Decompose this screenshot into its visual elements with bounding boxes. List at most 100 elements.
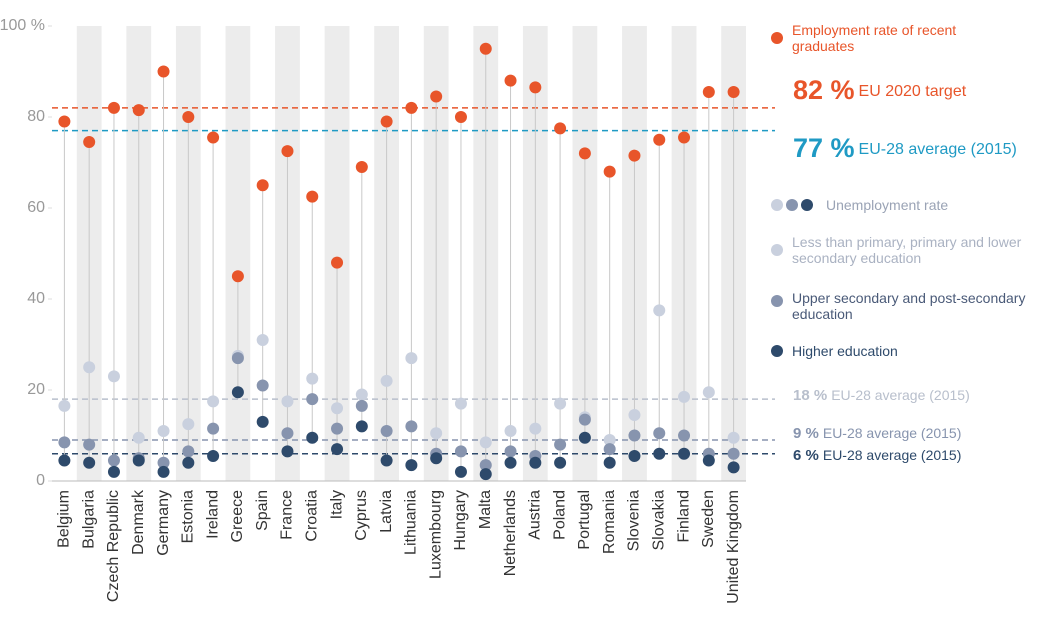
dot <box>430 90 443 103</box>
x-tick-label: Estonia <box>180 490 197 543</box>
x-tick-label: Sweden <box>700 490 717 548</box>
x-tick-label: Italy <box>328 490 345 519</box>
legend-dot <box>801 199 813 211</box>
dot <box>231 352 244 365</box>
dot <box>281 395 294 408</box>
x-tick-label: Denmark <box>130 489 147 555</box>
legend-mid: Upper secondary and post-secondary educa… <box>792 290 1026 322</box>
dot <box>653 133 666 146</box>
x-tick-label: France <box>279 490 296 540</box>
dot <box>554 397 567 410</box>
dot <box>107 370 120 383</box>
dot <box>355 420 368 433</box>
dot <box>58 399 71 412</box>
dot <box>554 122 567 135</box>
dot <box>628 429 641 442</box>
dot <box>157 65 170 78</box>
dot <box>83 438 96 451</box>
x-tick-label: Hungary <box>452 490 469 550</box>
x-tick-label: Finland <box>675 490 692 542</box>
x-tick-label: Spain <box>254 490 271 531</box>
reference-label: 77 % EU-28 average (2015) <box>793 133 1017 163</box>
dot <box>207 449 220 462</box>
dot <box>58 115 71 128</box>
y-tick-label: 40 <box>27 290 45 307</box>
dot <box>504 424 517 437</box>
dot <box>454 445 467 458</box>
dot <box>702 85 715 98</box>
y-tick-label: 80 <box>27 108 45 125</box>
legend-dot <box>771 199 783 211</box>
reference-value: 9 % <box>793 425 819 442</box>
legend-dot <box>771 295 783 307</box>
x-tick-label: Luxembourg <box>427 490 444 579</box>
dot <box>603 456 616 469</box>
dot <box>504 456 517 469</box>
dot <box>182 111 195 123</box>
dot <box>479 436 492 449</box>
dot <box>405 459 418 472</box>
dot <box>554 438 567 451</box>
dot <box>281 445 294 458</box>
x-tick-label: Netherlands <box>502 490 519 576</box>
reference-label: 82 % EU 2020 target <box>793 75 967 105</box>
dot <box>628 449 641 462</box>
x-tick-label: Lithuania <box>403 490 420 555</box>
dot <box>454 397 467 410</box>
dot <box>603 165 616 178</box>
reference-text: EU-28 average (2015) <box>823 447 962 463</box>
dot <box>727 85 740 98</box>
dot <box>702 454 715 467</box>
dot <box>355 388 368 401</box>
dot <box>678 429 691 442</box>
x-tick-label: United Kingdom <box>725 490 742 604</box>
dot <box>405 101 418 114</box>
x-tick-label: Germany <box>155 490 172 556</box>
x-tick-label: Ireland <box>204 490 221 539</box>
legend-dot <box>771 345 783 357</box>
dot <box>281 145 294 158</box>
x-tick-label: Slovakia <box>650 490 667 551</box>
dot <box>157 456 170 469</box>
x-tick-label: Malta <box>477 490 494 529</box>
x-tick-label: Bulgaria <box>80 490 97 549</box>
dot <box>529 456 542 469</box>
x-tick-label: Belgium <box>56 490 73 548</box>
dot <box>727 447 740 460</box>
dot <box>653 427 666 440</box>
dot <box>207 131 220 144</box>
y-tick-label: 20 <box>27 381 45 398</box>
dot <box>405 420 418 433</box>
reference-text: EU-28 average (2015) <box>823 425 962 441</box>
dot <box>380 424 393 437</box>
dot <box>628 149 641 162</box>
y-tick-label: 0 <box>36 472 45 489</box>
dot <box>380 374 393 387</box>
legend-dot <box>771 32 783 44</box>
dot <box>207 395 220 408</box>
reference-value: 6 % <box>793 447 819 464</box>
x-tick-label: Austria <box>527 490 544 540</box>
dot <box>331 256 344 269</box>
dot <box>653 447 666 460</box>
dot <box>355 399 368 412</box>
y-tick-label: 100 % <box>0 17 45 34</box>
dot <box>256 333 269 346</box>
x-tick-label: Romania <box>601 490 618 554</box>
dot <box>504 74 517 87</box>
reference-label: 9 % EU-28 average (2015) <box>793 425 961 442</box>
dot <box>157 424 170 437</box>
dot <box>306 190 319 203</box>
dot <box>603 434 616 447</box>
dot <box>256 415 269 428</box>
dot <box>132 104 145 117</box>
x-tick-label: Poland <box>551 490 568 540</box>
dot <box>653 304 666 317</box>
dot <box>380 115 393 128</box>
dot <box>578 431 591 444</box>
x-tick-label: Slovenia <box>626 490 643 551</box>
dot <box>454 465 467 478</box>
dot <box>306 393 319 406</box>
